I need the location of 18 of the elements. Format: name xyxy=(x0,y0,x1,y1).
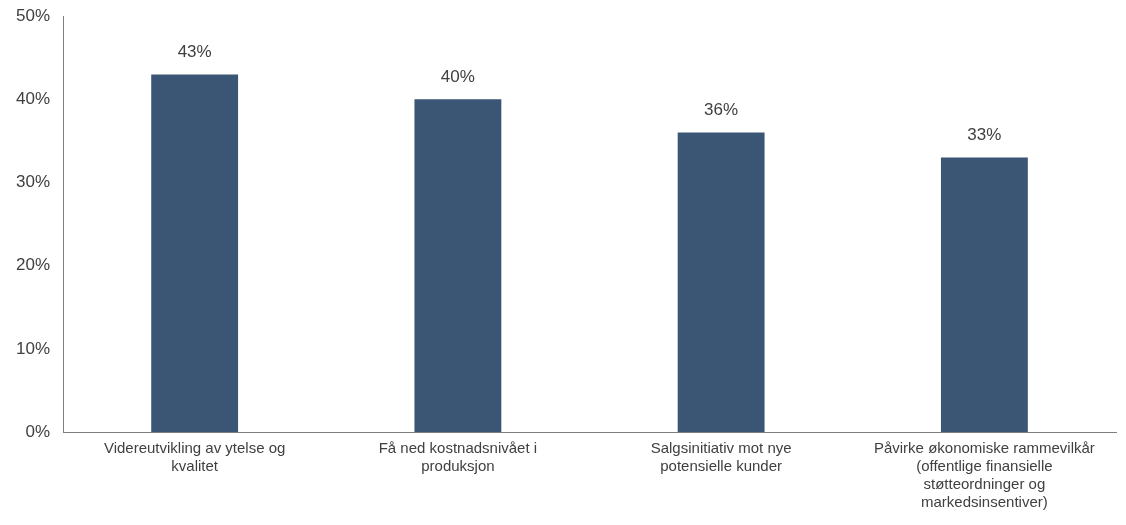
bar xyxy=(414,99,502,432)
x-tick-label: Videreutvikling av ytelse og kvalitet xyxy=(103,439,286,475)
data-label: 43% xyxy=(177,41,212,61)
x-tick-label: Påvirke økonomiske rammevilkår (offentlige finansielle støtteordninger og markedsinsentiver) xyxy=(873,439,1095,511)
data-label: 40% xyxy=(440,66,475,86)
y-tick-label: 0% xyxy=(25,421,51,441)
bar xyxy=(940,157,1028,432)
y-tick-label: 40% xyxy=(15,89,51,109)
bar xyxy=(677,132,765,432)
y-tick-label: 20% xyxy=(15,255,51,275)
x-tick-label: Salgsinitiativ mot nye potensielle kunder xyxy=(650,439,792,475)
data-label: 33% xyxy=(967,124,1002,144)
x-tick-label: Få ned kostnadsnivået i produksjon xyxy=(378,439,538,475)
data-label: 36% xyxy=(704,99,739,119)
bar xyxy=(151,74,239,432)
y-tick-label: 30% xyxy=(15,172,51,192)
y-tick-label: 50% xyxy=(15,5,51,25)
y-tick-label: 10% xyxy=(15,338,51,358)
